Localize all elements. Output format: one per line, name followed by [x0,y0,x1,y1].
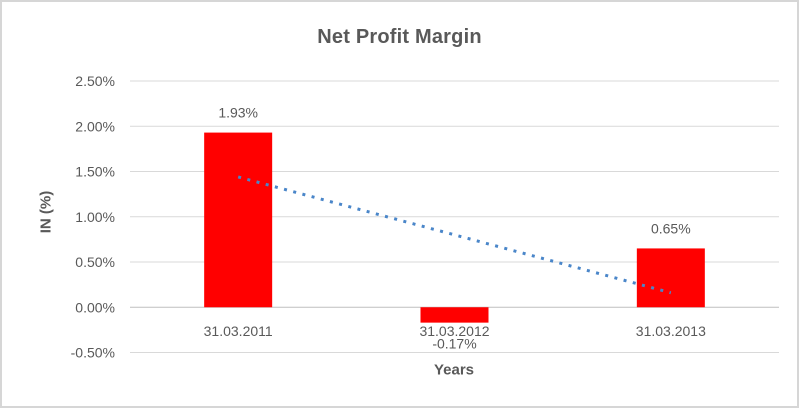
y-tick-label: 2.00% [75,118,115,134]
x-tick-label: 31.03.2011 [204,323,273,339]
x-axis-title: Years [433,361,475,379]
y-tick-label: 0.50% [75,254,115,270]
bar-data-label: -0.17% [432,336,476,352]
bar-data-label: 1.93% [218,105,258,121]
x-tick-label: 31.03.2012 [419,323,489,339]
bar[interactable] [204,132,273,308]
y-tick-label: 1.00% [75,209,115,225]
y-tick-label: 2.50% [75,73,115,89]
bar[interactable] [636,248,705,308]
x-tick-label: 31.03.2013 [636,323,706,339]
y-tick-label: 0.00% [75,299,115,315]
bar-data-label: 0.65% [651,220,691,236]
chart-title: Net Profit Margin [317,26,482,48]
trendline [237,175,672,295]
bar[interactable] [420,307,489,323]
y-axis-title: IN (%) [37,190,55,234]
y-tick-label: 1.50% [75,164,115,180]
y-tick-label: -0.50% [71,345,115,361]
